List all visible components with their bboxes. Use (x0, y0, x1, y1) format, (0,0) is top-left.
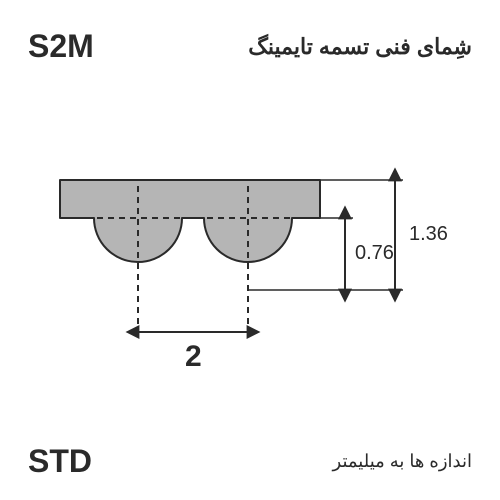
units-label: اندازه ها به میلیمتر (333, 451, 472, 472)
dim-pitch: 2 (185, 340, 202, 374)
brand-label: STD (28, 443, 92, 480)
model-code: S2M (28, 28, 94, 65)
page-title: شِمای فنی تسمه تایمینگ (248, 34, 472, 60)
header: S2M شِمای فنی تسمه تایمینگ (0, 28, 500, 65)
footer: STD اندازه ها به میلیمتر (0, 443, 500, 480)
dim-tooth-height: 0.76 (355, 242, 394, 265)
dim-total-height: 1.36 (409, 223, 448, 246)
belt-profile-diagram: 1.36 0.76 2 (0, 140, 500, 400)
